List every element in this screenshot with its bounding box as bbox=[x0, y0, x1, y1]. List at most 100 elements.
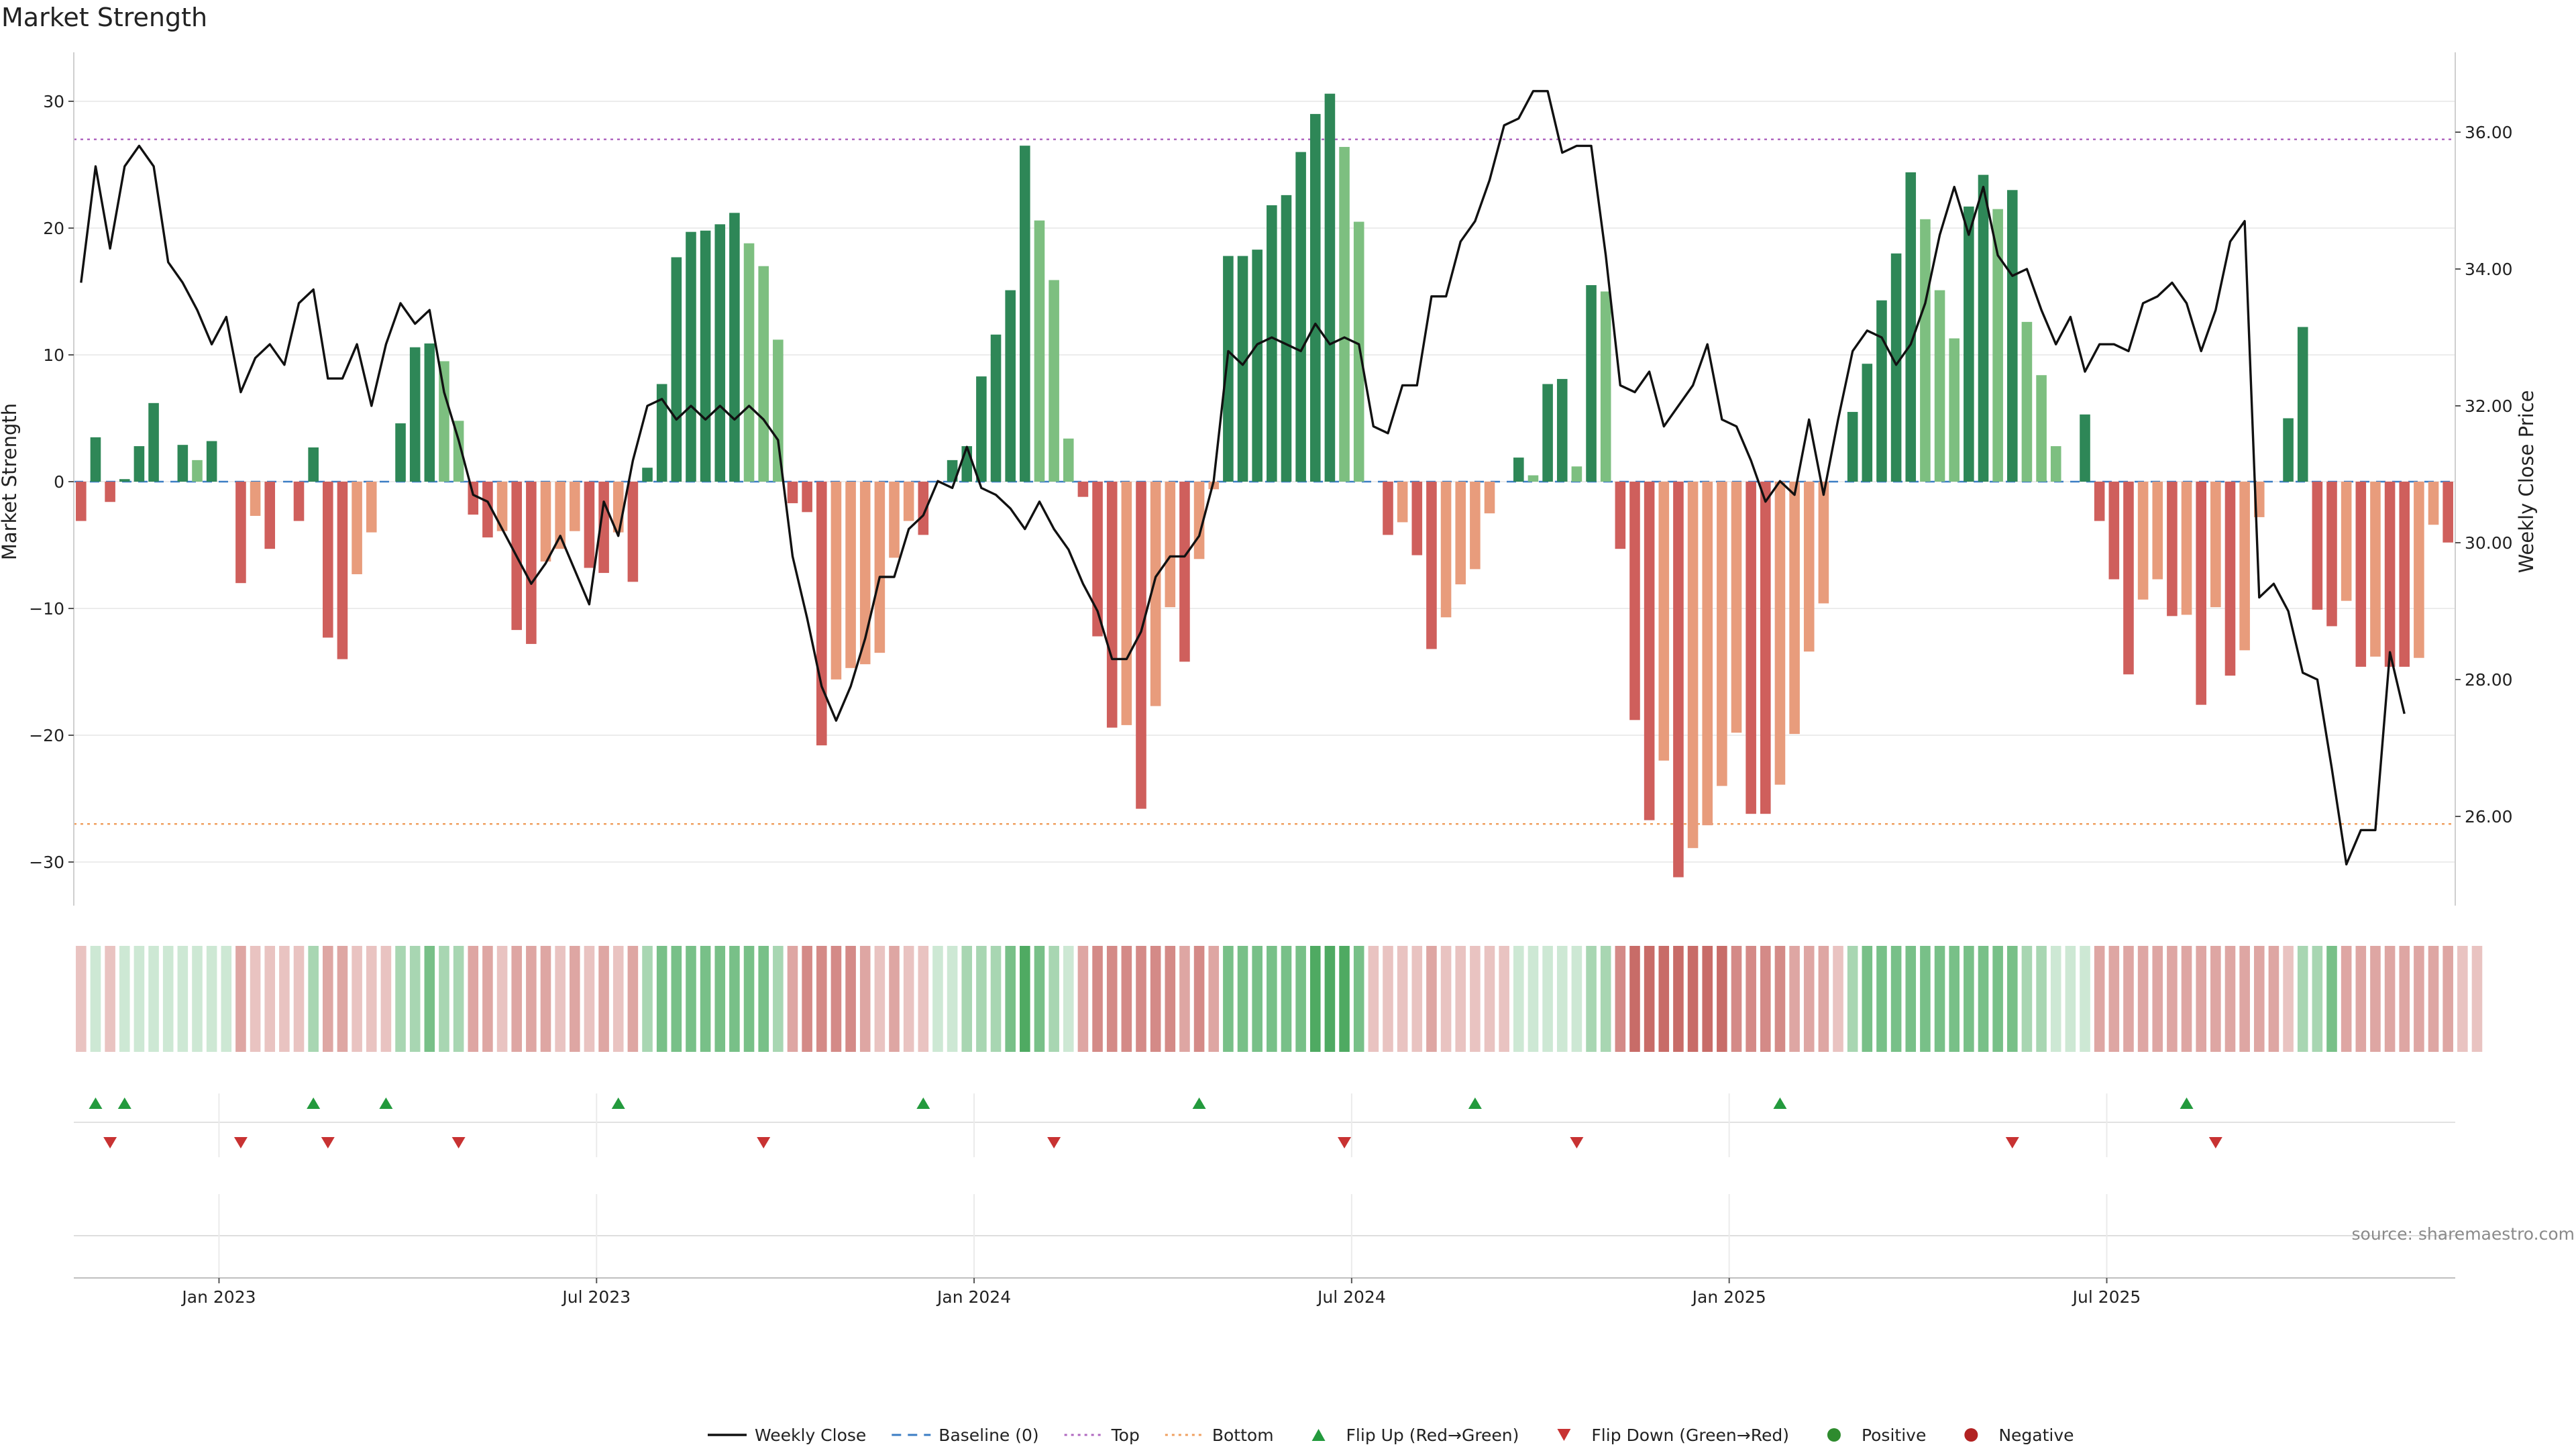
flip-down-marker bbox=[1047, 1137, 1061, 1148]
heat-cell bbox=[1527, 946, 1539, 1052]
heat-cell bbox=[2006, 946, 2018, 1052]
heat-cell bbox=[656, 946, 667, 1052]
source-note: source: sharemaestro.com bbox=[2352, 1224, 2575, 1244]
flip-down-marker bbox=[103, 1137, 117, 1148]
right-tick-label: 26.00 bbox=[2465, 807, 2513, 826]
legend-item: Top bbox=[1064, 1426, 1140, 1445]
strength-bar bbox=[1223, 256, 1234, 482]
legend-item: Bottom bbox=[1165, 1426, 1274, 1445]
right-tick-label: 32.00 bbox=[2465, 396, 2513, 416]
strength-bar bbox=[1818, 482, 1829, 604]
strength-bar bbox=[1934, 290, 1945, 482]
strength-bar bbox=[2399, 482, 2410, 667]
heat-cell bbox=[380, 946, 392, 1052]
heat-cell bbox=[540, 946, 551, 1052]
heat-cell bbox=[976, 946, 987, 1052]
heat-cell bbox=[787, 946, 798, 1052]
heat-cell bbox=[264, 946, 276, 1052]
legend-label: Positive bbox=[1862, 1426, 1926, 1445]
strength-bar bbox=[2224, 482, 2236, 676]
strength-bar bbox=[1092, 482, 1103, 637]
flip-down-marker bbox=[321, 1137, 335, 1148]
strength-bar bbox=[1847, 412, 1858, 482]
flip-up-marker bbox=[1192, 1097, 1206, 1109]
strength-bar bbox=[1644, 482, 1655, 820]
heat-cell bbox=[1368, 946, 1379, 1052]
flip-up-marker bbox=[89, 1097, 103, 1109]
flip-markers-panel bbox=[74, 1093, 2455, 1278]
heat-cell bbox=[235, 946, 246, 1052]
strength-bar bbox=[1440, 482, 1452, 618]
strength-bar bbox=[1281, 195, 1292, 482]
heat-cell bbox=[2152, 946, 2163, 1052]
strength-bar bbox=[1556, 378, 1568, 482]
heat-cell bbox=[424, 946, 435, 1052]
heat-cell bbox=[105, 946, 115, 1052]
strength-bar bbox=[584, 482, 595, 568]
left-tick-label: −30 bbox=[29, 853, 64, 872]
heat-cell bbox=[627, 946, 639, 1052]
heat-cell bbox=[1193, 946, 1205, 1052]
heat-cell bbox=[90, 946, 101, 1052]
strength-bar bbox=[1600, 291, 1611, 482]
strength-bar bbox=[540, 482, 551, 562]
heat-cell bbox=[686, 946, 696, 1052]
heat-cell bbox=[162, 946, 174, 1052]
strength-bar bbox=[1136, 482, 1146, 809]
strength-bar bbox=[1571, 466, 1582, 482]
right-axis-label: Weekly Close Price bbox=[2515, 390, 2538, 574]
heat-cell bbox=[700, 946, 711, 1052]
heat-cell bbox=[2094, 946, 2105, 1052]
strength-bar bbox=[206, 441, 217, 482]
strength-bar bbox=[2210, 482, 2221, 608]
strength-bar bbox=[1106, 482, 1118, 728]
strength-bar bbox=[2312, 482, 2323, 610]
heat-cell bbox=[1165, 946, 1176, 1052]
strength-bar bbox=[2181, 482, 2192, 615]
strength-bar bbox=[918, 482, 929, 535]
strength-bar bbox=[1150, 482, 1161, 706]
strength-bar bbox=[2384, 482, 2396, 667]
strength-bar bbox=[1876, 300, 1887, 482]
heat-cell bbox=[1208, 946, 1220, 1052]
heat-cell bbox=[555, 946, 566, 1052]
left-tick-label: 0 bbox=[54, 472, 64, 492]
flip-down-marker bbox=[233, 1137, 248, 1148]
strength-bar bbox=[845, 482, 856, 668]
strength-bar bbox=[627, 482, 639, 582]
legend-item: Positive bbox=[1827, 1426, 1926, 1445]
heat-cell bbox=[1049, 946, 1059, 1052]
heat-cell bbox=[1295, 946, 1306, 1052]
flip-down-marker bbox=[2208, 1137, 2222, 1148]
heat-cell bbox=[453, 946, 464, 1052]
right-tick-label: 36.00 bbox=[2465, 123, 2513, 142]
heat-cell bbox=[1092, 946, 1103, 1052]
heat-cell bbox=[1862, 946, 1873, 1052]
flip-down-marker bbox=[451, 1137, 466, 1148]
heat-cell bbox=[714, 946, 726, 1052]
heat-cell bbox=[1324, 946, 1336, 1052]
heat-cell bbox=[758, 946, 769, 1052]
strength-bar bbox=[816, 482, 827, 746]
heat-cell bbox=[1353, 946, 1364, 1052]
right-tick-label: 34.00 bbox=[2465, 260, 2513, 279]
strength-bar bbox=[133, 446, 145, 482]
heat-cell bbox=[1150, 946, 1161, 1052]
heat-cell bbox=[2471, 946, 2483, 1052]
heat-cell bbox=[409, 946, 421, 1052]
heat-cell bbox=[1789, 946, 1800, 1052]
heat-cell bbox=[526, 946, 537, 1052]
strength-bar bbox=[1309, 113, 1321, 482]
heat-cell bbox=[1702, 946, 1713, 1052]
left-y-axis: 30 20 10 0 −10 −20 −30 bbox=[29, 52, 74, 906]
heat-cell bbox=[1339, 946, 1350, 1052]
heat-cell bbox=[1978, 946, 1989, 1052]
heat-cell bbox=[2370, 946, 2381, 1052]
strength-bar bbox=[1905, 172, 1917, 482]
heat-cell bbox=[802, 946, 812, 1052]
strength-bar bbox=[2326, 482, 2337, 627]
strength-bar bbox=[424, 343, 435, 482]
heat-cell bbox=[889, 946, 900, 1052]
heat-cell bbox=[1020, 946, 1030, 1052]
heat-cell bbox=[1949, 946, 1960, 1052]
